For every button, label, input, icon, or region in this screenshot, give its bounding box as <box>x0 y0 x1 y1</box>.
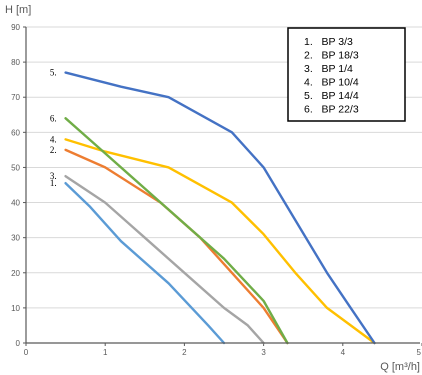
series-tags: 1. 2. 3. 4. 5. 6. <box>50 68 57 189</box>
legend: 1. BP 3/3 2. BP 18/33. BP 1/4 4. BP 10/45.… <box>287 27 406 122</box>
y-tick-label: 30 <box>11 234 20 243</box>
series-line-1 <box>64 181 226 345</box>
x-tick-label: 2 <box>182 348 187 357</box>
series-tag-1: 1. <box>50 178 57 188</box>
y-tick-label: 40 <box>11 199 20 208</box>
y-tick-label: 0 <box>16 339 21 348</box>
y-tick-label: 60 <box>11 128 20 137</box>
legend-entry: 2. BP 18/3 <box>304 50 359 62</box>
legend-entry: 6. BP 22/3 <box>304 104 359 116</box>
series-line-5 <box>64 71 376 345</box>
series-tag-3: 3. <box>50 171 57 181</box>
gridlines <box>26 26 422 309</box>
y-tick-label: 10 <box>11 304 20 313</box>
y-tick-label: 90 <box>11 23 20 32</box>
legend-entry: 5. BP 14/4 <box>304 90 359 102</box>
legend-items: 1. BP 3/3 2. BP 18/33. BP 1/4 4. BP 10/45.… <box>304 36 359 116</box>
y-tick-label: 70 <box>11 93 20 102</box>
x-axis-label: Q [m³/h] <box>380 361 420 373</box>
series-line-6 <box>64 117 289 345</box>
y-tick-label: 80 <box>11 58 20 67</box>
legend-entry: 1. BP 3/3 <box>304 36 353 48</box>
legend-entry: 3. BP 1/4 <box>304 63 353 75</box>
series-line-2 <box>64 148 289 345</box>
y-axis-label: H [m] <box>5 4 31 16</box>
series-tag-5: 5. <box>50 68 57 78</box>
legend-entry: 4. BP 10/4 <box>304 77 359 89</box>
legend-box <box>287 27 406 122</box>
x-tick-label: 0 <box>24 348 29 357</box>
x-tick-label: 5 <box>417 348 422 357</box>
series-tag-2: 2. <box>50 145 57 155</box>
y-tick-label: 50 <box>11 163 20 172</box>
series-tag-6: 6. <box>50 113 57 123</box>
series-tag-4: 4. <box>50 134 57 144</box>
x-tick-label: 1 <box>103 348 108 357</box>
series-lines <box>64 71 376 345</box>
x-tick-label: 3 <box>261 348 266 357</box>
x-tick-label: 4 <box>341 348 346 357</box>
y-tick-label: 20 <box>11 269 20 278</box>
series-line-3 <box>64 174 265 345</box>
series-line-4 <box>64 138 376 345</box>
